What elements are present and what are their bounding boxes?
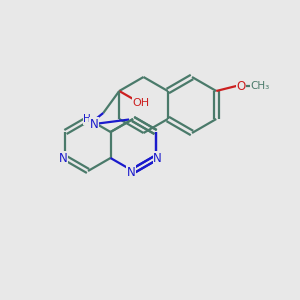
Text: O: O xyxy=(237,80,246,92)
Text: N: N xyxy=(127,166,135,178)
Text: N: N xyxy=(90,118,99,130)
Text: OH: OH xyxy=(133,98,150,108)
Text: H: H xyxy=(83,114,91,124)
Text: N: N xyxy=(153,152,162,164)
Text: CH₃: CH₃ xyxy=(250,81,270,91)
Text: N: N xyxy=(59,152,68,164)
